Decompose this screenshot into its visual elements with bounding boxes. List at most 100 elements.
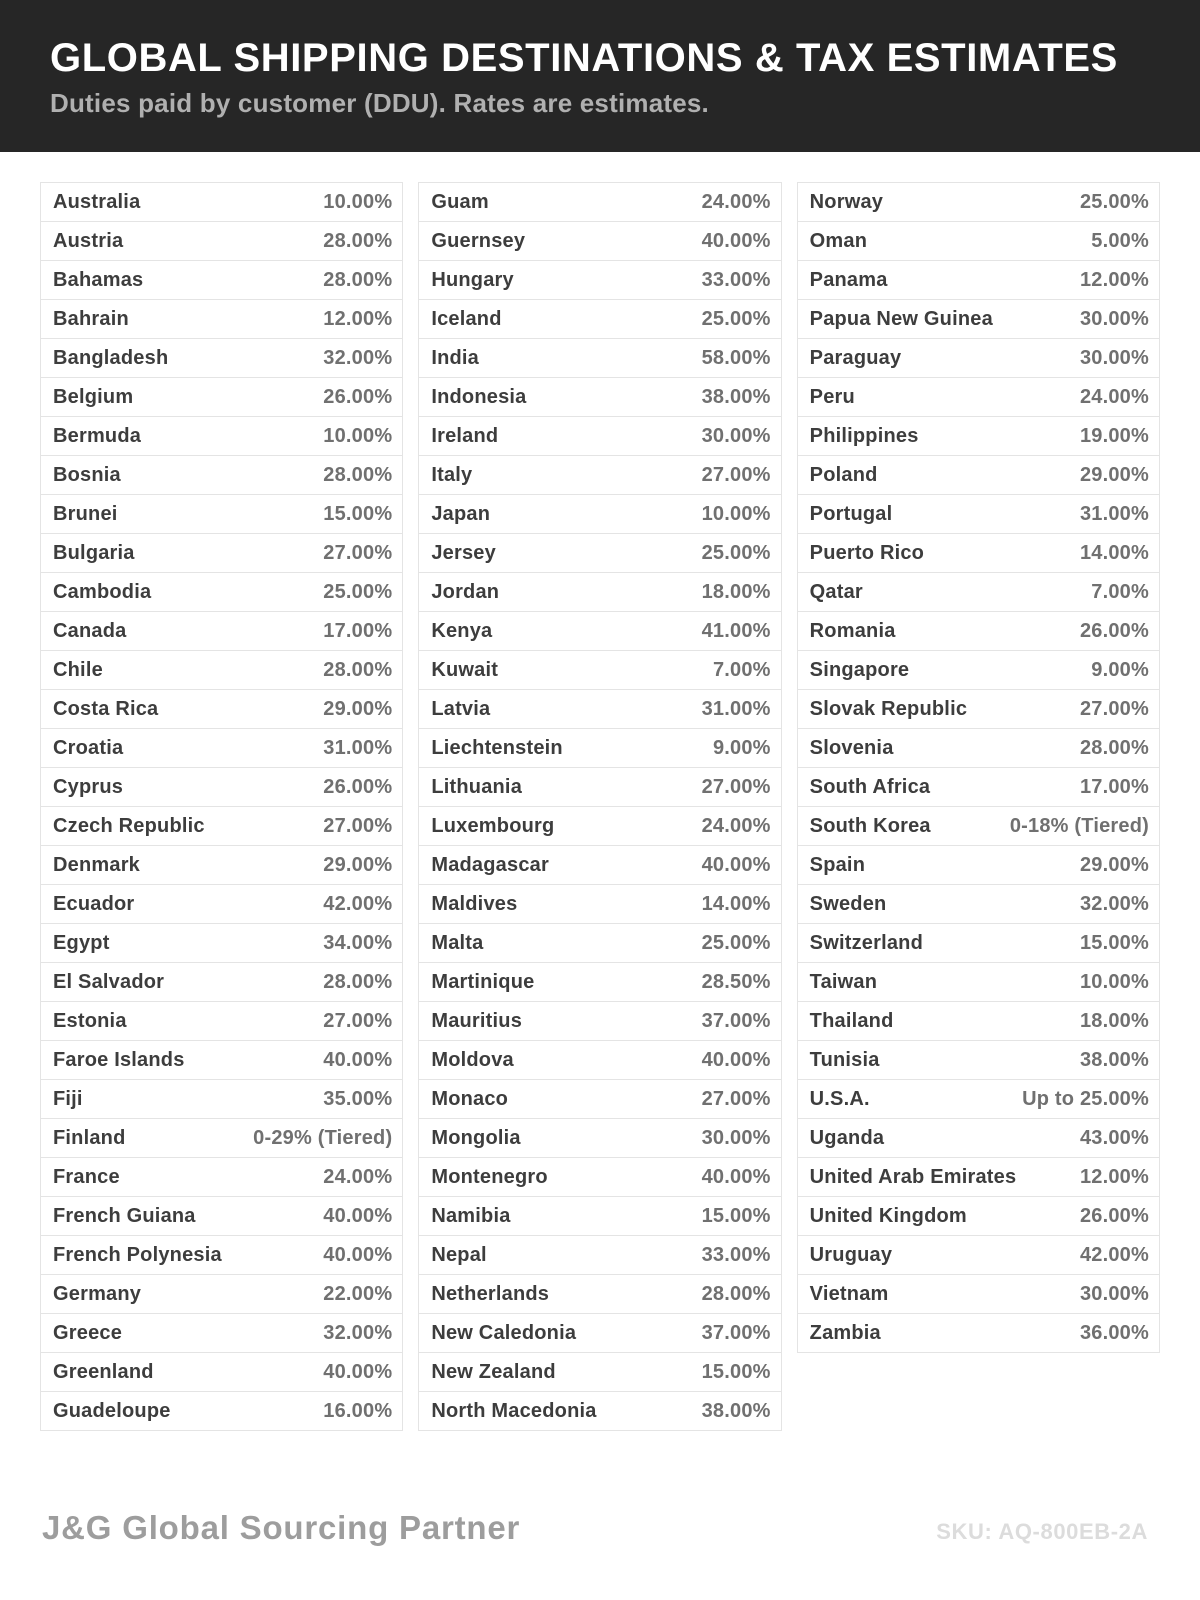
country-name: Finland bbox=[53, 1126, 126, 1149]
table-row: Bangladesh 32.00% bbox=[40, 338, 404, 378]
tax-rate: 36.00% bbox=[1079, 1321, 1149, 1344]
table-row: Panama 12.00% bbox=[796, 260, 1160, 300]
tax-rate: 15.00% bbox=[701, 1360, 771, 1383]
country-name: Puerto Rico bbox=[809, 541, 925, 564]
table-row: Kuwait 7.00% bbox=[418, 650, 782, 690]
table-row: Slovenia 28.00% bbox=[796, 728, 1160, 768]
table-row: Guernsey 40.00% bbox=[418, 221, 782, 261]
country-name: Luxembourg bbox=[431, 814, 555, 837]
country-name: Canada bbox=[53, 619, 127, 642]
tax-rate: 15.00% bbox=[701, 1204, 771, 1227]
country-name: Singapore bbox=[809, 658, 910, 681]
tax-rate: 26.00% bbox=[1079, 1204, 1149, 1227]
country-name: Uganda bbox=[809, 1126, 885, 1149]
tax-rate: 25.00% bbox=[701, 931, 771, 954]
shipping-tax-table: Australia 10.00% Austria 28.00% Bahamas 28.00… bbox=[40, 182, 1160, 1431]
tax-rate: 28.00% bbox=[701, 1282, 771, 1305]
tax-rate: 40.00% bbox=[323, 1204, 393, 1227]
country-name: El Salvador bbox=[53, 970, 165, 993]
footer: J&G Global Sourcing Partner SKU: AQ-800E… bbox=[42, 1509, 1148, 1547]
table-column-3: Norway 25.00% Oman 5.00% Panama 12.00% Papua N… bbox=[796, 182, 1160, 1353]
table-row: U.S.A. Up to 25.00% bbox=[796, 1079, 1160, 1119]
tax-rate: Up to 25.00% bbox=[1022, 1087, 1149, 1110]
table-row: Italy 27.00% bbox=[418, 455, 782, 495]
country-name: North Macedonia bbox=[431, 1399, 597, 1422]
tax-rate: 28.00% bbox=[323, 268, 393, 291]
table-row: Madagascar 40.00% bbox=[418, 845, 782, 885]
table-row: Zambia 36.00% bbox=[796, 1313, 1160, 1353]
brand-name: J&G Global Sourcing Partner bbox=[42, 1509, 521, 1546]
table-row: Canada 17.00% bbox=[40, 611, 404, 651]
table-row: Bahamas 28.00% bbox=[40, 260, 404, 300]
table-row: Liechtenstein 9.00% bbox=[418, 728, 782, 768]
country-name: Maldives bbox=[431, 892, 518, 915]
table-row: Greece 32.00% bbox=[40, 1313, 404, 1353]
country-name: Denmark bbox=[53, 853, 140, 876]
tax-rate: 10.00% bbox=[323, 190, 393, 213]
table-row: Jersey 25.00% bbox=[418, 533, 782, 573]
tax-rate: 33.00% bbox=[701, 268, 771, 291]
country-name: France bbox=[53, 1165, 120, 1188]
country-name: Croatia bbox=[53, 736, 124, 759]
table-row: Estonia 27.00% bbox=[40, 1001, 404, 1041]
tax-rate: 17.00% bbox=[323, 619, 393, 642]
tax-rate: 30.00% bbox=[701, 1126, 771, 1149]
table-row: Qatar 7.00% bbox=[796, 572, 1160, 612]
tax-rate: 28.00% bbox=[323, 229, 393, 252]
country-name: Austria bbox=[53, 229, 124, 252]
table-row: Chile 28.00% bbox=[40, 650, 404, 690]
table-row: South Korea 0-18% (Tiered) bbox=[796, 806, 1160, 846]
tax-rate: 18.00% bbox=[701, 580, 771, 603]
tax-rate: 10.00% bbox=[323, 424, 393, 447]
tax-rate: 0-18% (Tiered) bbox=[1009, 814, 1149, 837]
table-row: Philippines 19.00% bbox=[796, 416, 1160, 456]
table-row: Uruguay 42.00% bbox=[796, 1235, 1160, 1275]
country-name: Norway bbox=[809, 190, 884, 213]
country-name: United Arab Emirates bbox=[809, 1165, 1017, 1188]
table-row: Finland 0-29% (Tiered) bbox=[40, 1118, 404, 1158]
tax-rate: 7.00% bbox=[712, 658, 771, 681]
tax-rate: 12.00% bbox=[1079, 268, 1149, 291]
country-name: Malta bbox=[431, 931, 484, 954]
tax-rate: 38.00% bbox=[1079, 1048, 1149, 1071]
tax-rate: 24.00% bbox=[701, 814, 771, 837]
tax-rate: 25.00% bbox=[1079, 190, 1149, 213]
table-row: Japan 10.00% bbox=[418, 494, 782, 534]
tax-rate: 27.00% bbox=[701, 1087, 771, 1110]
country-name: French Guiana bbox=[53, 1204, 196, 1227]
tax-rate: 28.00% bbox=[323, 658, 393, 681]
table-row: Switzerland 15.00% bbox=[796, 923, 1160, 963]
tax-rate: 24.00% bbox=[323, 1165, 393, 1188]
tax-rate: 32.00% bbox=[323, 1321, 393, 1344]
country-name: Taiwan bbox=[809, 970, 878, 993]
page-subtitle: Duties paid by customer (DDU). Rates are… bbox=[50, 88, 709, 118]
country-name: Netherlands bbox=[431, 1282, 550, 1305]
country-name: Slovenia bbox=[809, 736, 894, 759]
table-row: Faroe Islands 40.00% bbox=[40, 1040, 404, 1080]
tax-rate: 28.00% bbox=[323, 463, 393, 486]
table-row: Costa Rica 29.00% bbox=[40, 689, 404, 729]
table-row: Greenland 40.00% bbox=[40, 1352, 404, 1392]
country-name: India bbox=[431, 346, 479, 369]
country-name: Greenland bbox=[53, 1360, 154, 1383]
tax-rate: 14.00% bbox=[1079, 541, 1149, 564]
country-name: Kuwait bbox=[431, 658, 499, 681]
country-name: Japan bbox=[431, 502, 491, 525]
table-row: Portugal 31.00% bbox=[796, 494, 1160, 534]
table-row: Montenegro 40.00% bbox=[418, 1157, 782, 1197]
country-name: Slovak Republic bbox=[809, 697, 968, 720]
country-name: New Zealand bbox=[431, 1360, 556, 1383]
country-name: Montenegro bbox=[431, 1165, 548, 1188]
table-row: India 58.00% bbox=[418, 338, 782, 378]
country-name: Sweden bbox=[809, 892, 887, 915]
tax-rate: 33.00% bbox=[701, 1243, 771, 1266]
tax-rate: 37.00% bbox=[701, 1009, 771, 1032]
country-name: Moldova bbox=[431, 1048, 514, 1071]
country-name: Mongolia bbox=[431, 1126, 521, 1149]
table-row: Iceland 25.00% bbox=[418, 299, 782, 339]
tax-rate: 58.00% bbox=[701, 346, 771, 369]
tax-rate: 29.00% bbox=[323, 697, 393, 720]
tax-rate: 22.00% bbox=[323, 1282, 393, 1305]
tax-rate: 29.00% bbox=[1079, 853, 1149, 876]
table-row: Netherlands 28.00% bbox=[418, 1274, 782, 1314]
